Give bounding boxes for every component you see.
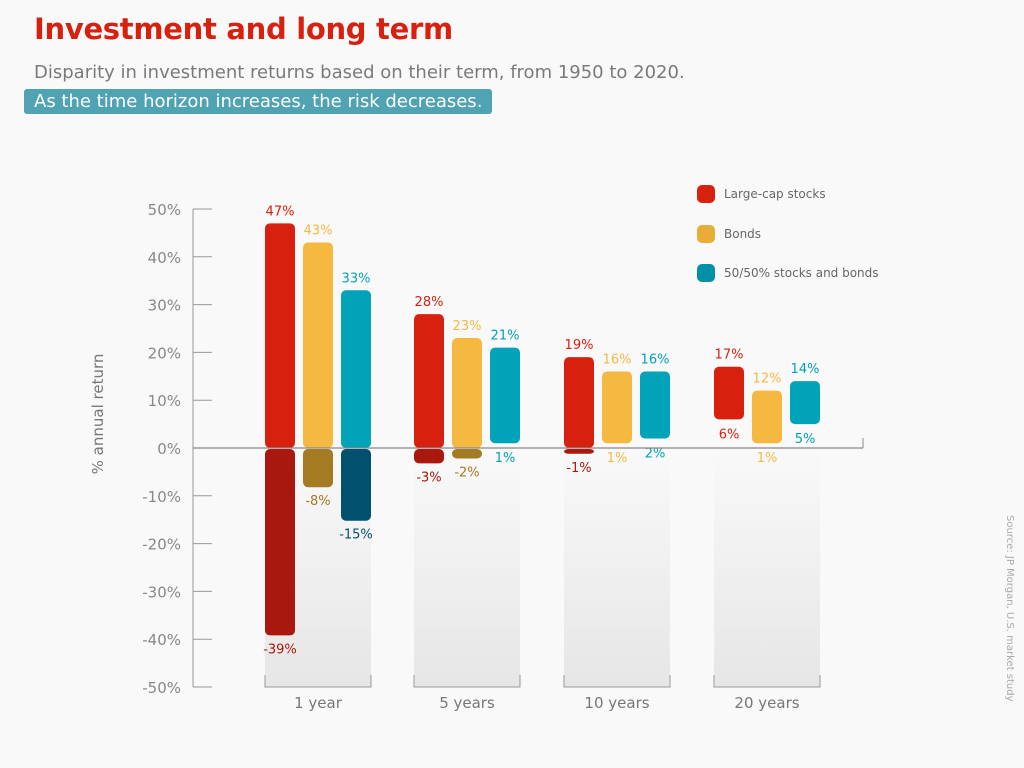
y-tick-label: 30% (148, 297, 181, 315)
bar-positive (490, 347, 520, 444)
legend-item: Large-cap stocks (697, 184, 879, 204)
legend-label: Bonds (724, 226, 762, 241)
y-tick-label: -50% (142, 679, 181, 697)
data-label-min: 2% (645, 446, 666, 461)
bar-positive (752, 390, 782, 444)
category-background (564, 448, 670, 687)
bar-positive (640, 371, 670, 439)
data-label-max: 21% (491, 329, 520, 344)
data-label-max: 43% (304, 223, 333, 238)
x-category-label: 10 years (584, 694, 649, 712)
legend-item: 50/50% stocks and bonds (697, 263, 879, 283)
bar-negative (564, 449, 594, 454)
key-message-banner: As the time horizon increases, the risk … (24, 89, 493, 114)
category-bracket (563, 675, 671, 688)
y-tick-label: -10% (142, 488, 181, 506)
data-label-min: -3% (416, 470, 441, 485)
bar-positive (341, 290, 371, 448)
bar-positive (452, 338, 482, 448)
legend-swatch-mixed (697, 264, 715, 282)
data-label-max: 28% (415, 295, 444, 310)
bar-positive (790, 381, 820, 425)
data-label-min: 5% (795, 432, 816, 447)
data-label-min: 1% (757, 451, 778, 466)
data-label-min: 1% (607, 451, 628, 466)
y-tick-label: 10% (148, 392, 181, 410)
bar-positive (714, 366, 744, 420)
bar-positive (303, 242, 333, 448)
legend-swatch-stocks (697, 185, 715, 203)
chart-subtitle: Disparity in investment returns based on… (34, 62, 685, 83)
x-category-label: 20 years (734, 694, 799, 712)
data-label-min: -39% (263, 642, 297, 657)
category-background (714, 448, 820, 687)
bar-positive (265, 223, 295, 448)
bar-negative (414, 449, 444, 464)
data-label-max: 14% (791, 362, 820, 377)
data-label-max: 12% (753, 372, 782, 387)
chart-title: Investment and long term (34, 12, 453, 46)
data-label-min: -2% (454, 466, 479, 481)
y-tick-label: -40% (142, 631, 181, 649)
category-bracket (413, 675, 521, 688)
y-tick-label: 40% (148, 249, 181, 267)
y-tick-label: -20% (142, 536, 181, 554)
category-background (414, 448, 520, 687)
legend-label: Large-cap stocks (724, 187, 826, 201)
y-tick-label: 0% (157, 440, 181, 458)
bar-negative (452, 449, 482, 459)
y-tick-label: 20% (148, 344, 181, 362)
legend: Large-cap stocks Bonds 50/50% stocks and… (697, 184, 879, 303)
y-tick-label: -30% (142, 583, 181, 601)
data-label-max: 16% (603, 353, 632, 368)
data-label-max: 17% (715, 348, 744, 363)
legend-swatch-bonds (697, 224, 715, 243)
bar-negative (265, 449, 295, 636)
data-label-max: 33% (342, 271, 371, 286)
x-category-label: 1 year (294, 694, 343, 712)
y-tick-label: 50% (148, 201, 181, 219)
data-label-max: 16% (641, 353, 670, 368)
data-label-min: -15% (339, 528, 373, 543)
data-label-min: -8% (305, 494, 330, 509)
x-category-label: 5 years (439, 694, 495, 712)
legend-item: Bonds (697, 224, 879, 244)
bar-negative (341, 449, 371, 521)
data-label-min: 1% (495, 451, 516, 466)
y-axis-title: % annual return (89, 354, 107, 475)
bar-negative (303, 449, 333, 488)
data-label-max: 47% (266, 204, 295, 219)
bar-positive (414, 314, 444, 448)
category-bracket (713, 675, 821, 688)
source-note: Source: JP Morgan, U.S. market study (1004, 515, 1015, 702)
category-bracket (264, 675, 372, 688)
data-label-max: 19% (565, 338, 594, 353)
data-label-max: 23% (453, 319, 482, 334)
legend-label: 50/50% stocks and bonds (724, 266, 879, 280)
bar-positive (602, 371, 632, 444)
data-label-min: -1% (566, 461, 591, 476)
bar-positive (564, 357, 594, 448)
data-label-min: 6% (719, 427, 740, 442)
